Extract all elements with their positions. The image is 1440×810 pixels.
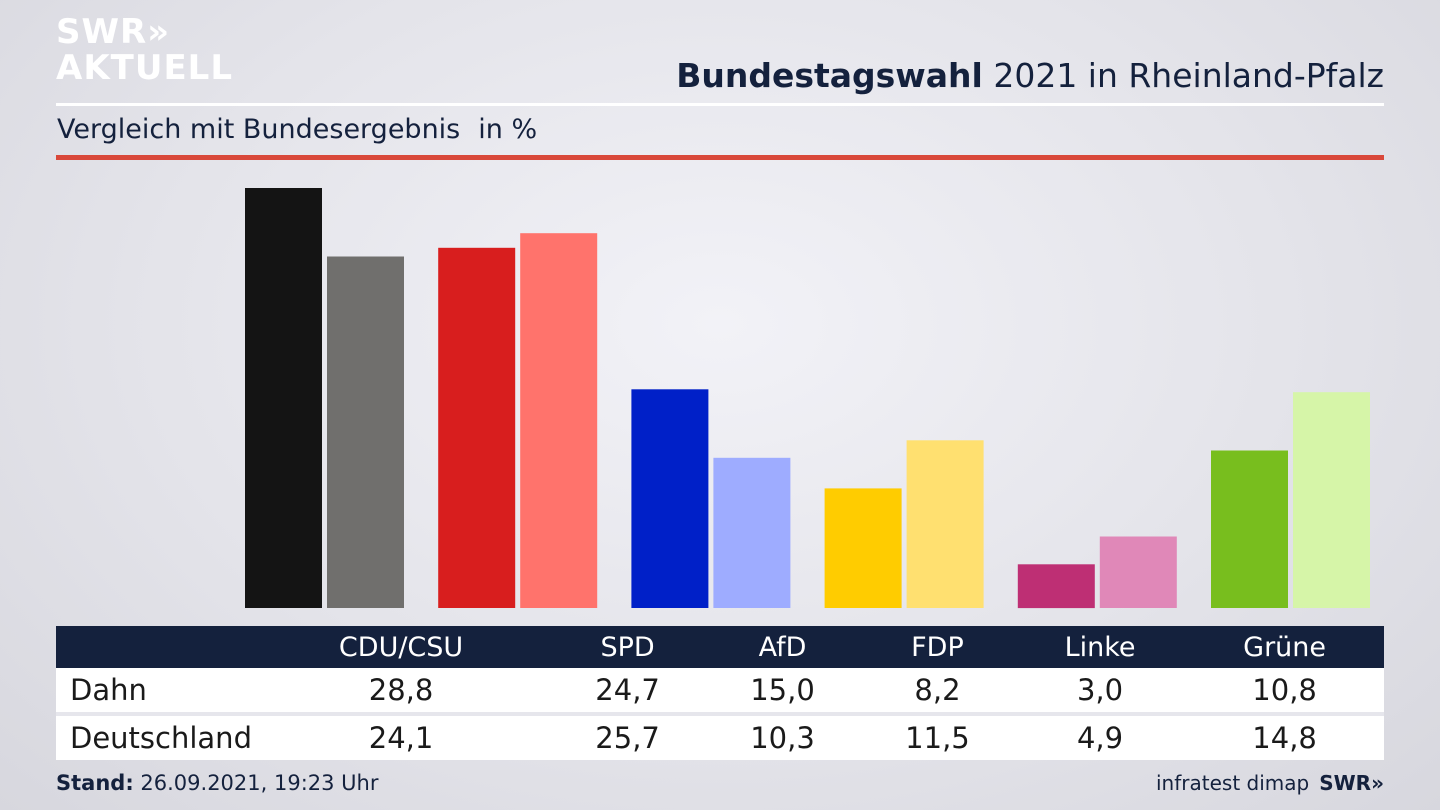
header-divider	[56, 103, 1384, 106]
timestamp: Stand: 26.09.2021, 19:23 Uhr	[56, 771, 379, 795]
table-cell: 28,8	[251, 668, 551, 716]
bar-deutschland	[327, 256, 404, 608]
row-label: Deutschland	[56, 716, 252, 760]
party-header: AfD	[705, 626, 860, 668]
table-row: Dahn 28,8 24,7 15,0 8,2 3,0 10,8	[56, 668, 1384, 716]
bar-dahn	[824, 488, 902, 608]
title-rest: 2021 in Rheinland-Pfalz	[982, 56, 1384, 95]
party-header: CDU/CSU	[251, 626, 551, 668]
bar-dahn	[1017, 564, 1095, 609]
table-cell: 3,0	[1014, 668, 1186, 716]
bar-dahn	[245, 188, 322, 608]
bar-dahn	[1211, 450, 1288, 608]
bar-deutschland	[1293, 392, 1370, 608]
chart-subtitle: Vergleich mit Bundesergebnis in %	[57, 114, 537, 145]
table-cell: 4,9	[1014, 716, 1186, 760]
bar-deutschland	[1099, 536, 1177, 608]
table-cell: 24,7	[550, 668, 706, 716]
table-cell: 25,7	[550, 716, 706, 760]
table-cell: 11,5	[860, 716, 1015, 760]
stand-label: Stand:	[56, 771, 134, 795]
source-credit: infratest dimap SWR»	[1156, 771, 1384, 795]
table-header-row: CDU/CSU SPD AfD FDP Linke Grüne	[56, 626, 1384, 668]
source-text: infratest dimap	[1156, 771, 1310, 795]
title-bold: Bundestagswahl	[676, 56, 983, 95]
results-table: CDU/CSU SPD AfD FDP Linke Grüne Dahn 28,…	[56, 626, 1384, 760]
table-cell: 15,0	[705, 668, 860, 716]
bar-dahn	[438, 247, 516, 609]
bar-dahn	[631, 389, 709, 608]
party-header: SPD	[550, 626, 706, 668]
logo-line-2: AKTUELL	[56, 48, 234, 88]
table-cell: 24,1	[251, 716, 551, 760]
party-header: Linke	[1014, 626, 1186, 668]
party-header: Grüne	[1185, 626, 1384, 668]
bar-deutschland	[906, 440, 984, 608]
bar-deutschland	[520, 233, 598, 608]
table-cell: 10,8	[1185, 668, 1384, 716]
stand-value: 26.09.2021, 19:23 Uhr	[133, 771, 379, 795]
bar-chart	[245, 188, 1370, 609]
party-header: FDP	[860, 626, 1015, 668]
swr-aktuell-logo: SWR» AKTUELL	[56, 14, 233, 86]
swr-brand-mark: SWR»	[1319, 771, 1384, 795]
table-cell: 8,2	[860, 668, 1015, 716]
accent-divider	[56, 155, 1384, 160]
table-cell: 14,8	[1185, 716, 1384, 760]
subtitle-text: Vergleich mit Bundesergebnis	[57, 114, 461, 145]
logo-line-1: SWR»	[56, 12, 171, 52]
table-row: Deutschland 24,1 25,7 10,3 11,5 4,9 14,8	[56, 716, 1384, 760]
table-cell: 10,3	[705, 716, 860, 760]
bar-deutschland	[713, 457, 791, 608]
row-label: Dahn	[56, 668, 252, 716]
table-header-blank	[56, 626, 252, 668]
unit-label: in %	[478, 114, 538, 145]
page-title: Bundestagswahl 2021 in Rheinland-Pfalz	[676, 56, 1384, 95]
